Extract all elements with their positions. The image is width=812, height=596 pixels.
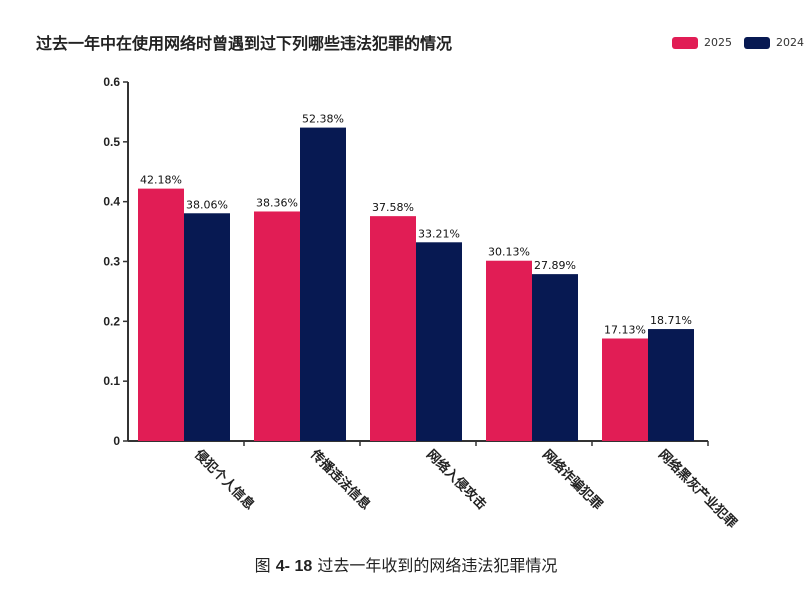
data-label-2025-2: 37.58% bbox=[372, 201, 414, 214]
data-label-2025-4: 17.13% bbox=[604, 324, 646, 337]
bar-2025-3 bbox=[486, 260, 532, 441]
caption-number: 4- 18 bbox=[275, 558, 313, 575]
x-tick-label-0: 侵犯个人信息 bbox=[190, 446, 257, 513]
data-label-2024-1: 52.38% bbox=[302, 113, 344, 126]
data-label-2025-0: 42.18% bbox=[140, 174, 182, 187]
figure-caption: 图 4- 18 过去一年收到的网络违法犯罪情况 bbox=[0, 552, 812, 576]
data-label-2024-0: 38.06% bbox=[186, 198, 228, 211]
y-tick-label-2: 0.2 bbox=[103, 314, 120, 328]
caption-text: 过去一年收到的网络违法犯罪情况 bbox=[317, 556, 558, 575]
x-tick-label-1: 传播违法信息 bbox=[306, 446, 373, 513]
y-tick-label-3: 0.3 bbox=[103, 255, 120, 269]
data-label-2025-1: 38.36% bbox=[256, 196, 298, 209]
x-tick-label-3: 网络诈骗犯罪 bbox=[539, 447, 605, 513]
legend-swatch-2024 bbox=[744, 36, 770, 49]
bar-2025-2 bbox=[370, 216, 416, 441]
legend-swatch-2025 bbox=[672, 36, 698, 49]
y-tick-label-6: 0.6 bbox=[103, 75, 120, 89]
y-tick-label-4: 0.4 bbox=[103, 195, 120, 209]
data-label-2025-3: 30.13% bbox=[488, 246, 530, 259]
bar-2025-1 bbox=[254, 211, 300, 441]
data-label-2024-4: 18.71% bbox=[650, 314, 692, 327]
legend-label-2025: 2025 bbox=[704, 36, 732, 49]
bar-2024-2 bbox=[416, 242, 462, 441]
bar-2024-4 bbox=[648, 329, 694, 441]
legend: 2025 2024 bbox=[672, 36, 804, 49]
bar-2024-3 bbox=[532, 274, 578, 441]
legend-label-2024: 2024 bbox=[776, 36, 804, 49]
y-tick-label-5: 0.5 bbox=[103, 135, 120, 149]
data-label-2024-2: 33.21% bbox=[418, 227, 460, 240]
legend-item-2025[interactable]: 2025 bbox=[672, 36, 732, 49]
data-label-2024-3: 27.89% bbox=[534, 259, 576, 272]
x-tick-label-2: 网络入侵攻击 bbox=[423, 447, 489, 513]
x-tick-label-4: 网络黑灰产业犯罪 bbox=[655, 447, 740, 532]
y-tick-label-1: 0.1 bbox=[103, 374, 120, 388]
caption-prefix: 图 bbox=[254, 556, 271, 575]
y-tick-label-0: 0 bbox=[113, 434, 120, 448]
chart-title: 过去一年中在使用网络时曾遇到过下列哪些违法犯罪的情况 bbox=[36, 34, 453, 53]
legend-item-2024[interactable]: 2024 bbox=[744, 36, 804, 49]
bar-chart: 0 0.1 0.2 0.3 0.4 0.5 0.6 42.18% 38.06% 侵犯个人信息 38.… bbox=[103, 75, 740, 532]
bar-2025-0 bbox=[138, 188, 184, 441]
bar-2025-4 bbox=[602, 338, 648, 441]
bar-2024-0 bbox=[184, 213, 230, 441]
bar-2024-1 bbox=[300, 127, 346, 441]
